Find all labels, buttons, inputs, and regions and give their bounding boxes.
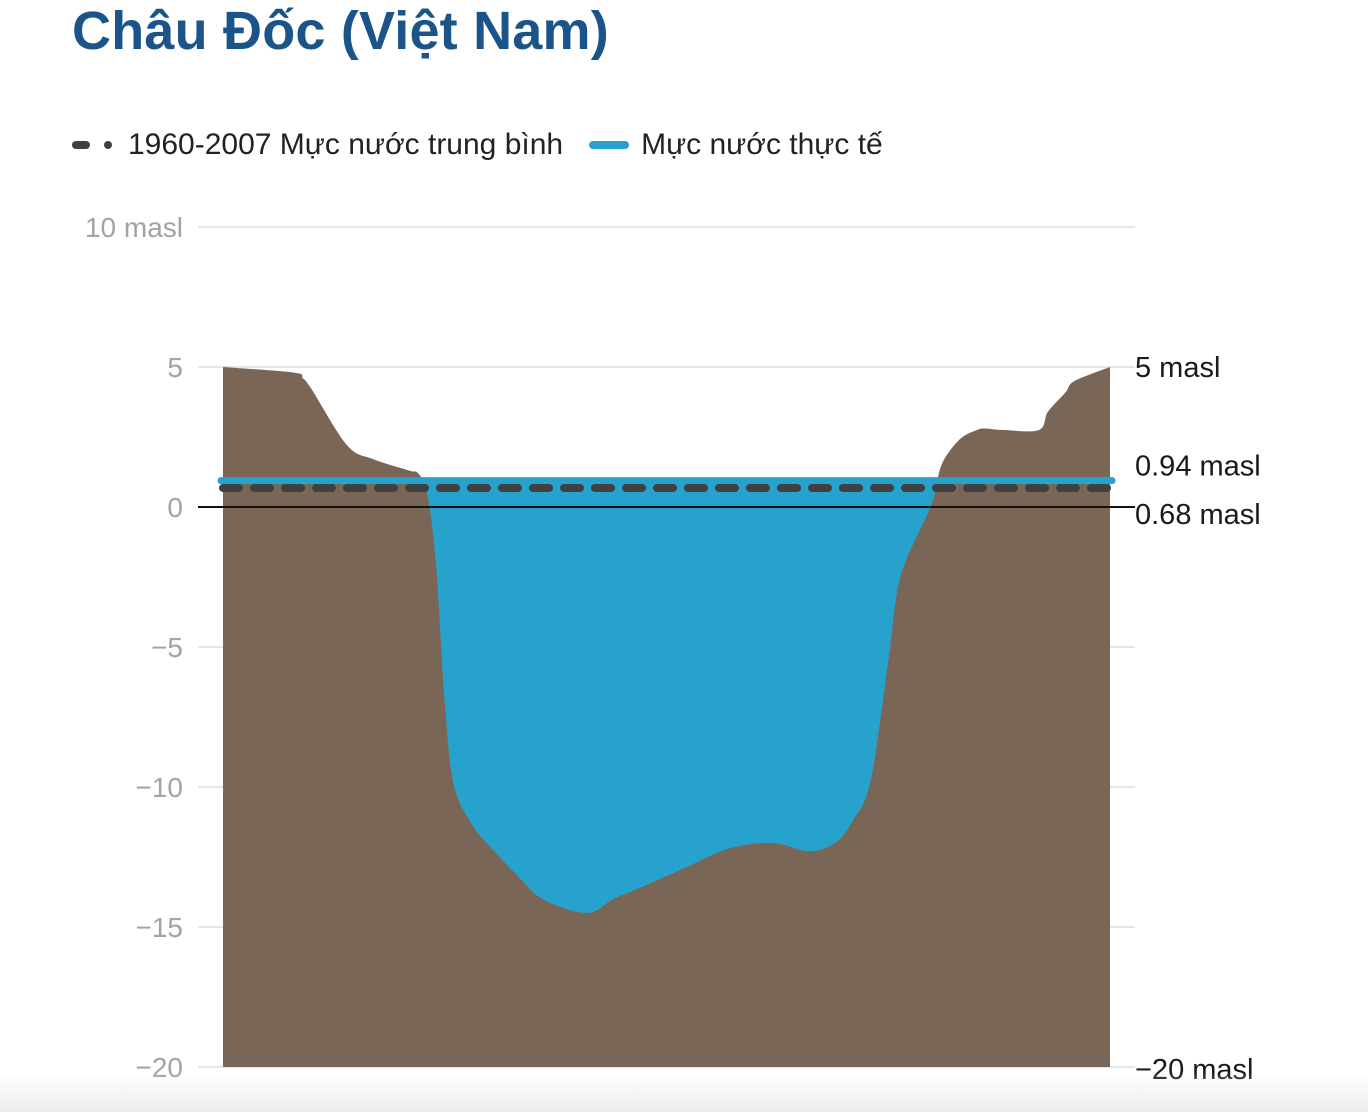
riverbed-area	[223, 367, 1110, 1067]
right-label-2: 0.68 masl	[1135, 499, 1261, 531]
legend-item-average: 1960-2007 Mực nước trung bình	[72, 128, 563, 162]
right-label-0: 5 masl	[1135, 352, 1220, 384]
bottom-fade	[0, 1072, 1368, 1112]
legend-average-label: 1960-2007 Mực nước trung bình	[128, 128, 564, 161]
legend: 1960-2007 Mực nước trung bình Mực nước t…	[72, 128, 899, 162]
chart-title: Châu Đốc (Việt Nam)	[72, 1, 609, 61]
y-tick-label-0: 10 masl	[85, 212, 183, 243]
legend-actual-label: Mực nước thực tế	[641, 128, 883, 161]
y-tick-label-2: 0	[167, 492, 183, 523]
solid-line-swatch-icon	[589, 141, 630, 149]
right-label-1: 0.94 masl	[1135, 451, 1261, 483]
dashed-line-swatch-icon	[72, 141, 116, 149]
y-tick-label-4: −10	[136, 772, 184, 803]
y-tick-label-5: −15	[136, 912, 184, 943]
y-tick-label-1: 5	[167, 352, 183, 383]
legend-item-actual: Mực nước thực tế	[589, 128, 883, 162]
y-tick-label-3: −5	[151, 632, 183, 663]
